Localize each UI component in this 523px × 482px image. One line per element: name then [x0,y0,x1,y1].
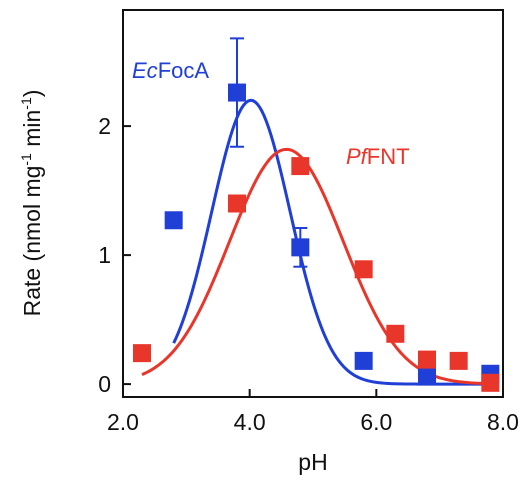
data-point [228,83,246,102]
series-label-ecfoca-rest: FocA [158,58,210,83]
series-label-pffnt: PfFNT [346,144,410,169]
x-tick-label: 8.0 [487,409,519,435]
data-point [228,194,246,213]
data-point [418,350,436,369]
series-label-pffnt-rest: FNT [367,144,410,169]
x-tick-label: 4.0 [234,409,266,435]
fit-curves [141,98,491,386]
x-tick-label: 2.0 [107,409,139,435]
series-label-pffnt-italic: Pf [346,144,370,169]
series-label-ecfoca-italic: Ec [132,58,158,83]
y-tick-label: 2 [98,113,111,139]
data-point [449,351,468,370]
plot-frame [122,9,504,398]
fit-curve-0 [172,98,491,386]
data-point [164,211,183,230]
data-point [386,324,405,343]
y-axis-title-sup1: -1 [18,153,34,166]
data-point [133,344,151,363]
data-point [291,238,310,257]
data-point [354,260,373,279]
data-point [291,157,310,176]
y-axis-title-mid: min [19,110,45,153]
axis-ticks: 2.0 4.0 6.0 8.0 0 1 2 [98,113,519,435]
y-tick-label: 0 [98,371,111,397]
y-axis-title-main: Rate (nmol mg [19,166,45,317]
fit-curve-1 [141,147,491,386]
x-axis-title: pH [298,449,327,475]
y-axis-title: Rate (nmol mg-1 min-1) [18,90,45,317]
data-point [354,351,373,370]
x-tick-label: 6.0 [360,409,392,435]
series-label-ecfoca: EcFocA [132,58,209,83]
data-point [481,373,500,392]
data-points [133,83,500,392]
data-point [418,367,436,386]
y-tick-label: 1 [98,242,111,268]
y-axis-title-end: ) [19,90,45,98]
y-axis-title-sup2: -1 [18,97,34,110]
